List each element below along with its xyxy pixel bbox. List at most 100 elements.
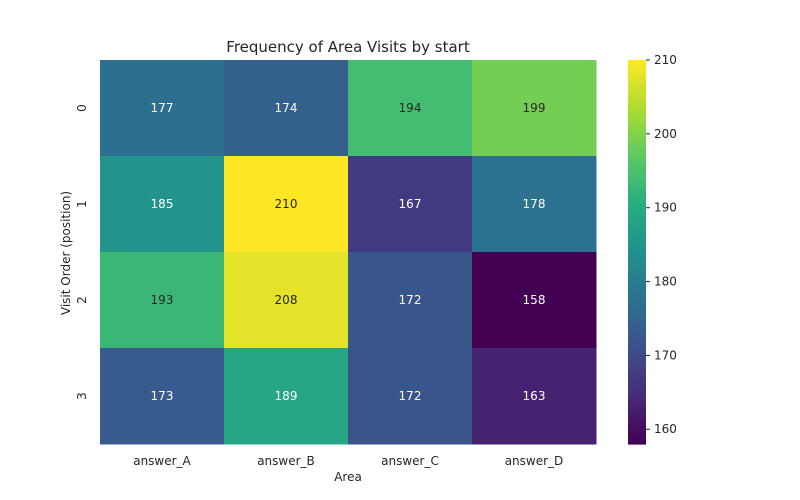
- x-tick-label: answer_D: [505, 454, 564, 468]
- colorbar-segment: [628, 335, 646, 339]
- heatmap-cell: [472, 156, 597, 253]
- y-tick-label: 2: [75, 296, 89, 304]
- cell-value-label: 185: [151, 197, 174, 211]
- colorbar-segment: [628, 245, 646, 250]
- cell-value-label: 167: [399, 197, 422, 211]
- cell-value-label: 194: [399, 101, 422, 115]
- colorbar-segment: [628, 156, 646, 160]
- cell-value-label: 177: [151, 101, 174, 115]
- colorbar-segment: [628, 232, 646, 237]
- colorbar-segment: [628, 325, 646, 330]
- y-axis-label: Visit Order (position): [59, 191, 73, 315]
- colorbar-segment: [628, 274, 646, 279]
- colorbar-tick-label: 200: [654, 127, 677, 141]
- colorbar-segment: [628, 351, 646, 355]
- heatmap-cell: [348, 156, 473, 253]
- x-tick-label: answer_A: [133, 454, 191, 468]
- colorbar-segment: [628, 60, 646, 64]
- colorbar-tick-label: 160: [654, 422, 677, 436]
- colorbar-segment: [628, 383, 646, 387]
- colorbar-segment: [628, 408, 646, 413]
- colorbar-segment: [628, 152, 646, 157]
- colorbar-segment: [628, 108, 646, 112]
- colorbar-segment: [628, 424, 646, 429]
- colorbar-tick-label: 170: [654, 348, 677, 362]
- colorbar-segment: [628, 284, 646, 288]
- colorbar-segment: [628, 210, 646, 215]
- cell-value-label: 163: [523, 389, 546, 403]
- colorbar-segment: [628, 149, 646, 154]
- colorbar-segment: [628, 392, 646, 397]
- colorbar-segment: [628, 364, 646, 368]
- colorbar-segment: [628, 271, 646, 275]
- cell-value-label: 172: [399, 293, 422, 307]
- colorbar-segment: [628, 421, 646, 426]
- colorbar-segment: [628, 133, 646, 138]
- colorbar-segment: [628, 287, 646, 291]
- colorbar-segment: [628, 127, 646, 131]
- colorbar-segment: [628, 140, 646, 144]
- cell-value-label: 172: [399, 389, 422, 403]
- colorbar-tick-label: 190: [654, 201, 677, 215]
- colorbar-segment: [628, 328, 646, 333]
- cell-value-label: 193: [151, 293, 174, 307]
- colorbar-segment: [628, 200, 646, 205]
- y-axis-ticks: 0 1 2 3: [75, 104, 89, 400]
- colorbar-segment: [628, 431, 646, 435]
- colorbar-segment: [628, 172, 646, 176]
- colorbar-segment: [628, 236, 646, 240]
- colorbar-segment: [628, 280, 646, 285]
- colorbar-segment: [628, 277, 646, 282]
- colorbar-segment: [628, 194, 646, 199]
- colorbar-segment: [628, 380, 646, 384]
- colorbar-segment: [628, 264, 646, 269]
- colorbar-segment: [628, 367, 646, 371]
- colorbar-segment: [628, 309, 646, 314]
- colorbar-segment: [628, 229, 646, 234]
- colorbar-segment: [628, 300, 646, 304]
- colorbar-segment: [628, 312, 646, 317]
- colorbar-segment: [628, 405, 646, 410]
- colorbar-segment: [628, 69, 646, 74]
- colorbar-segment: [628, 399, 646, 403]
- colorbar-segment: [628, 104, 646, 109]
- colorbar-segment: [628, 268, 646, 272]
- y-tick-label: 0: [75, 104, 89, 112]
- colorbar-segment: [628, 204, 646, 208]
- colorbar-segment: [628, 165, 646, 170]
- colorbar-segment: [628, 188, 646, 192]
- cell-value-label: 173: [151, 389, 174, 403]
- heatmap-cell: [472, 252, 597, 349]
- colorbar-segment: [628, 434, 646, 439]
- colorbar-segment: [628, 66, 646, 71]
- colorbar-segment: [628, 239, 646, 243]
- colorbar-segment: [628, 143, 646, 147]
- x-axis-label: Area: [334, 470, 362, 484]
- x-tick-label: answer_B: [257, 454, 315, 468]
- heatmap-cell: [100, 252, 225, 349]
- colorbar-segment: [628, 216, 646, 221]
- colorbar-segment: [628, 338, 646, 343]
- colorbar-segment: [628, 306, 646, 311]
- colorbar-segment: [628, 293, 646, 298]
- colorbar-segment: [628, 332, 646, 336]
- colorbar-segment: [628, 357, 646, 362]
- heatmap-cell: [100, 348, 225, 445]
- colorbar-segment: [628, 354, 646, 359]
- colorbar-segment: [628, 402, 646, 407]
- heatmap-cell: [100, 156, 225, 253]
- colorbar-segment: [628, 120, 646, 125]
- colorbar-segment: [628, 92, 646, 96]
- colorbar-segment: [628, 373, 646, 378]
- colorbar-segment: [628, 197, 646, 202]
- colorbar-segment: [628, 117, 646, 122]
- colorbar-segment: [628, 181, 646, 186]
- y-tick-label: 3: [75, 392, 89, 400]
- heatmap-cells: 177 174 194 199 185 210 167 178 193 208 172 158 173 1…: [100, 60, 597, 445]
- colorbar-segment: [628, 85, 646, 90]
- colorbar-tick-label: 210: [654, 53, 677, 67]
- colorbar-segment: [628, 255, 646, 259]
- colorbar-segment: [628, 440, 646, 445]
- colorbar-segment: [628, 348, 646, 352]
